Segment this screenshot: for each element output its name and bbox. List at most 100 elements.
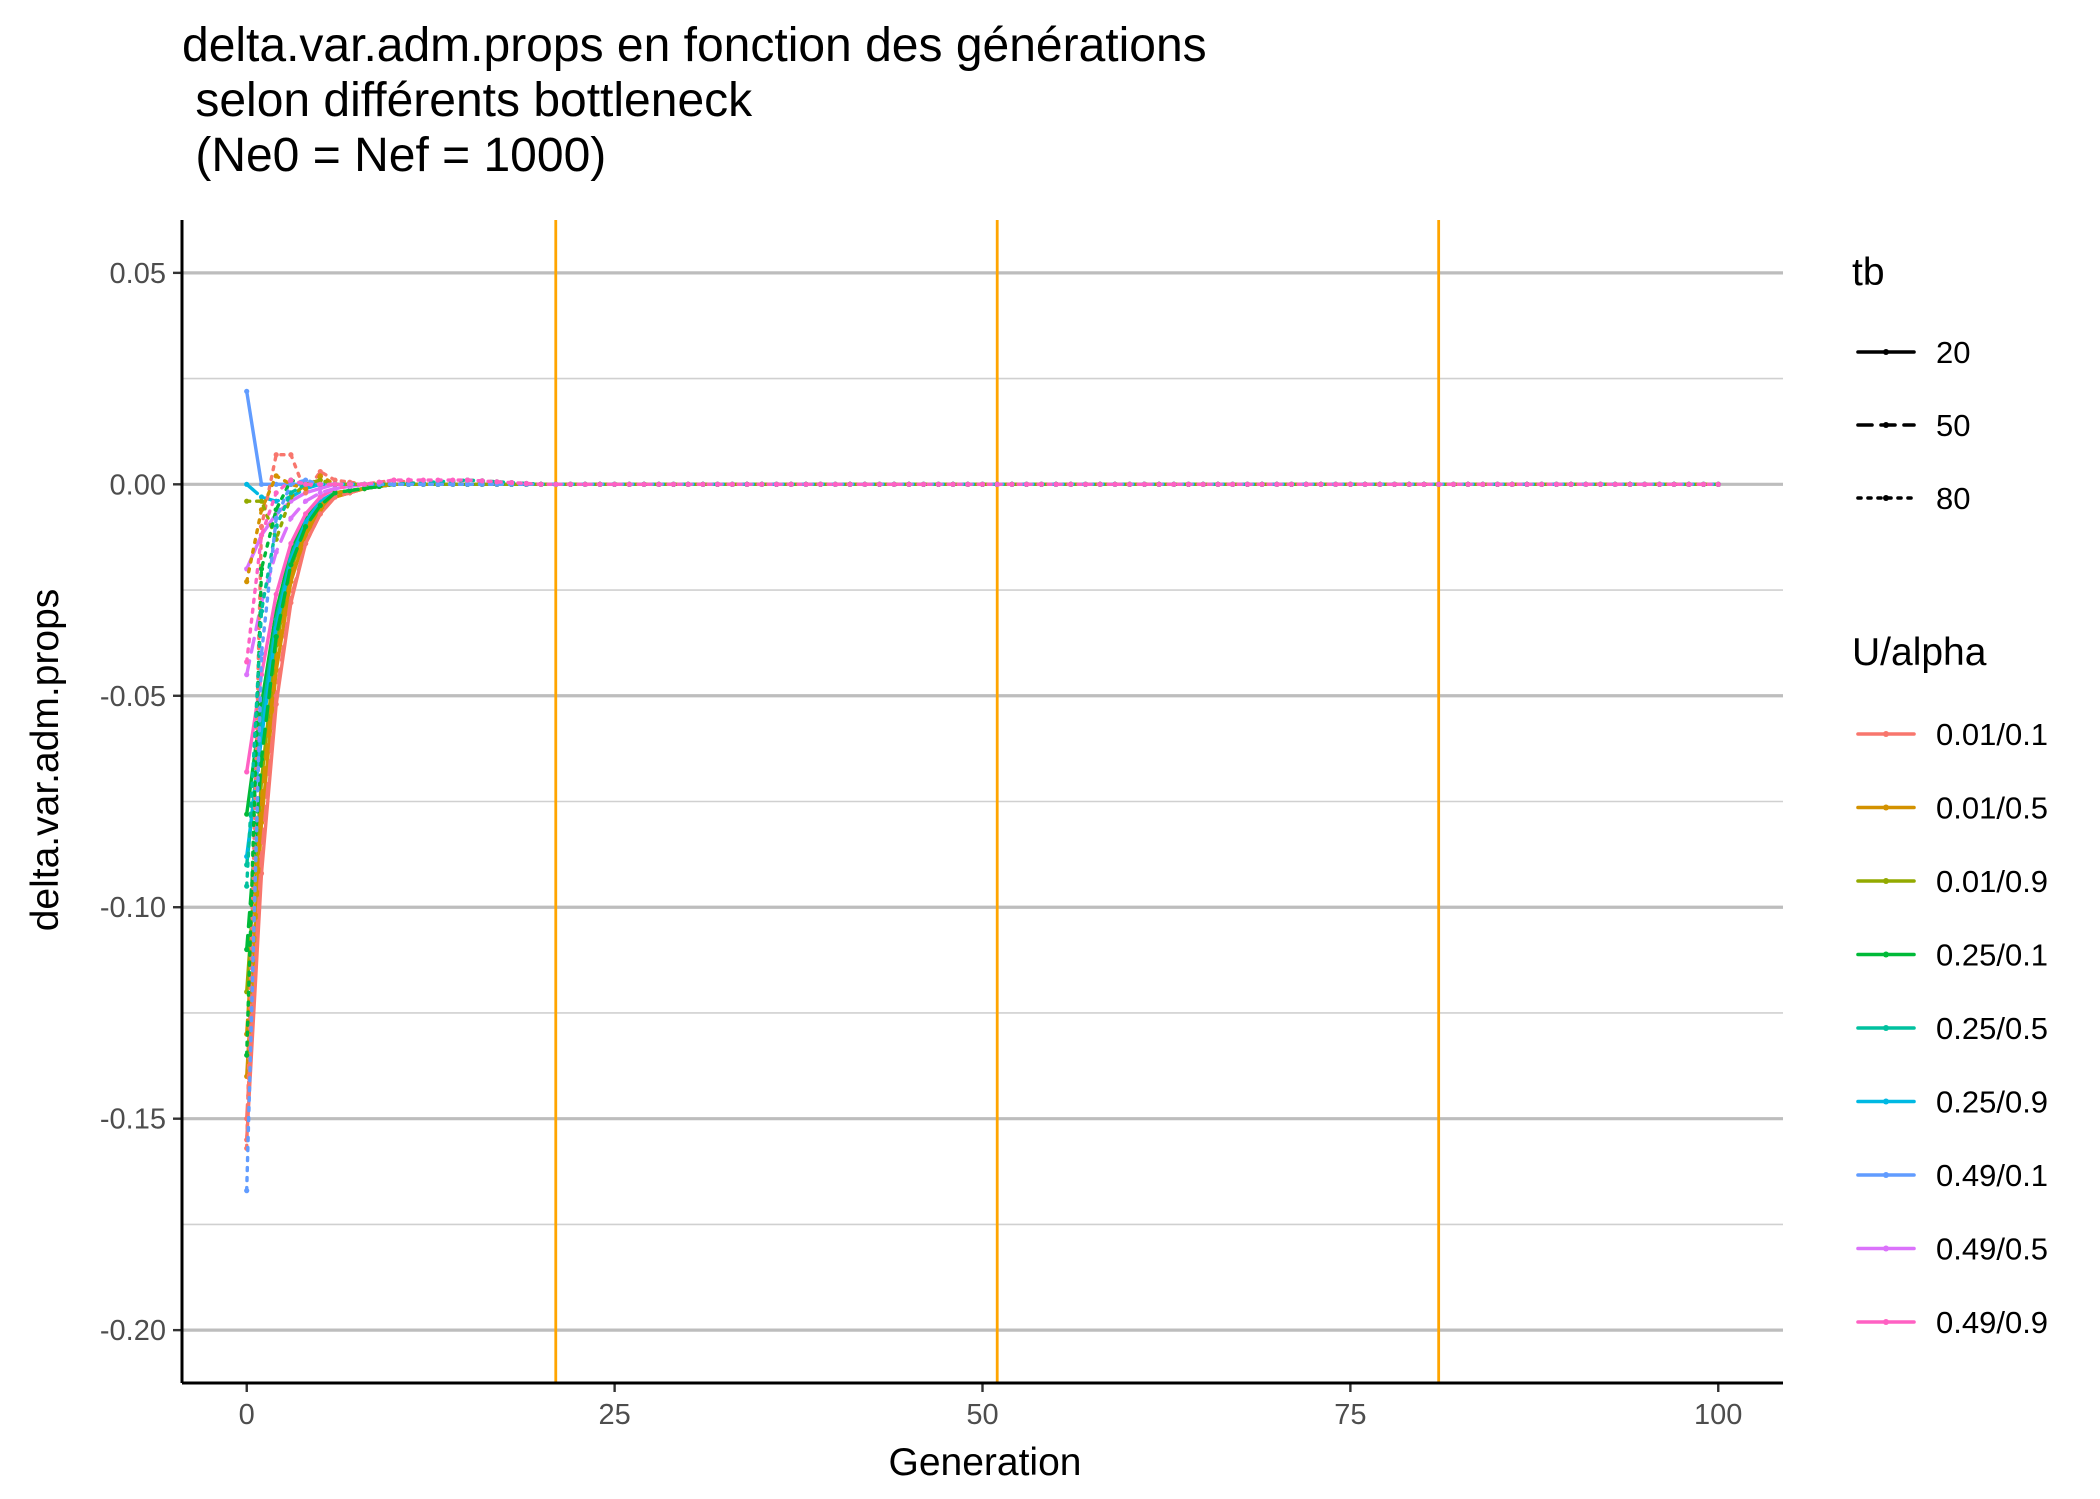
data-point [258,498,265,504]
legend-key-point [1883,878,1889,884]
data-point [1009,481,1015,487]
data-point [244,769,250,775]
data-point [435,477,441,483]
series-line [244,482,1721,952]
legend-label-ualpha: 0.01/0.1 [1936,717,2048,752]
data-point [538,481,544,487]
data-point [406,481,412,487]
series-layer [244,388,1721,1194]
data-point [420,481,426,487]
data-point [317,511,323,517]
legend-label-ualpha: 0.01/0.5 [1936,791,2048,826]
legend-title-tb: tb [1852,251,1885,294]
data-point [1185,481,1192,487]
legend-label-ualpha: 0.01/0.9 [1936,864,2048,899]
series-line [244,482,1721,994]
data-point [317,485,323,492]
x-tick-label: 0 [239,1399,255,1431]
data-point [317,473,323,479]
data-point [244,579,250,585]
data-point [244,672,250,678]
data-point [273,452,279,458]
data-point [258,608,265,614]
data-point [303,511,309,517]
data-point [1686,481,1692,487]
data-point [1333,481,1339,487]
legend-key-point [1883,804,1889,811]
series-line [244,482,1721,1079]
series-line [244,478,1721,1057]
data-point [273,634,279,640]
data-point [244,388,250,394]
data-point [1112,481,1118,487]
data-point [1244,481,1250,487]
grid-layer [182,271,1783,1332]
data-point [450,477,456,483]
legend-key-point [1883,1025,1889,1031]
data-point [303,490,309,496]
data-point [1715,481,1721,487]
data-point [509,480,515,486]
legend: tb 20 50 80 U/alpha 0.01/0.1 0.01/0.5 0.01/0.9 0… [1852,251,2048,1340]
series-line [244,482,1721,867]
x-tick-label: 25 [598,1399,630,1431]
data-point [1450,481,1456,487]
data-point [258,672,265,678]
data-point [258,481,265,487]
data-point [258,650,265,657]
data-point [1539,481,1545,487]
series-line [244,478,1721,888]
data-point [935,481,942,487]
legend-label-ualpha: 0.25/0.9 [1936,1085,2048,1120]
data-point [361,485,368,492]
data-point [553,481,559,487]
y-axis-title: delta.var.adm.props [24,589,67,932]
data-point [258,853,265,860]
data-point [803,481,809,487]
data-point [1318,481,1324,487]
data-point [258,494,265,500]
legend-label-ualpha: 0.25/0.5 [1936,1011,2048,1046]
legend-key-point [1883,1245,1889,1252]
legend-label-ualpha: 0.49/0.1 [1936,1158,2048,1193]
series-line [244,482,1721,677]
data-point [244,883,250,889]
data-point [876,481,883,487]
data-point [523,480,529,487]
chart-title: delta.var.adm.props en fonction des géné… [182,19,1207,182]
legend-key-point [1883,1172,1889,1178]
axes-layer: 0.05 0.00 -0.05 -0.10 -0.15 -0.20 0 25 50 75 100 [100,220,1783,1431]
data-point [1700,481,1707,487]
legend-label-ualpha: 0.25/0.1 [1936,938,2048,973]
data-point [773,481,780,487]
y-tick-label: -0.05 [100,681,166,713]
data-point [332,485,338,492]
data-point [244,498,250,504]
data-point [244,946,250,953]
data-point [244,811,250,817]
series-line [244,478,1721,664]
data-point [921,481,927,487]
data-point [1156,481,1162,487]
data-point [464,477,471,483]
data-point [332,477,338,483]
legend-key-point [1883,495,1889,501]
data-point [847,481,853,487]
data-point [464,481,471,487]
data-point [891,481,897,487]
y-tick-label: 0.00 [110,469,166,501]
data-point [612,481,618,487]
y-tick-label: 0.05 [110,258,166,290]
data-point [317,477,323,483]
data-point [832,481,838,487]
legend-key-point [1883,349,1889,355]
data-point [1274,481,1280,487]
data-point [1377,481,1383,487]
data-point [1362,481,1368,487]
data-point [317,494,323,500]
data-point [317,502,323,509]
series-line [244,474,1721,584]
series-line [244,482,1721,859]
data-point [965,481,971,487]
data-point [1391,481,1398,487]
